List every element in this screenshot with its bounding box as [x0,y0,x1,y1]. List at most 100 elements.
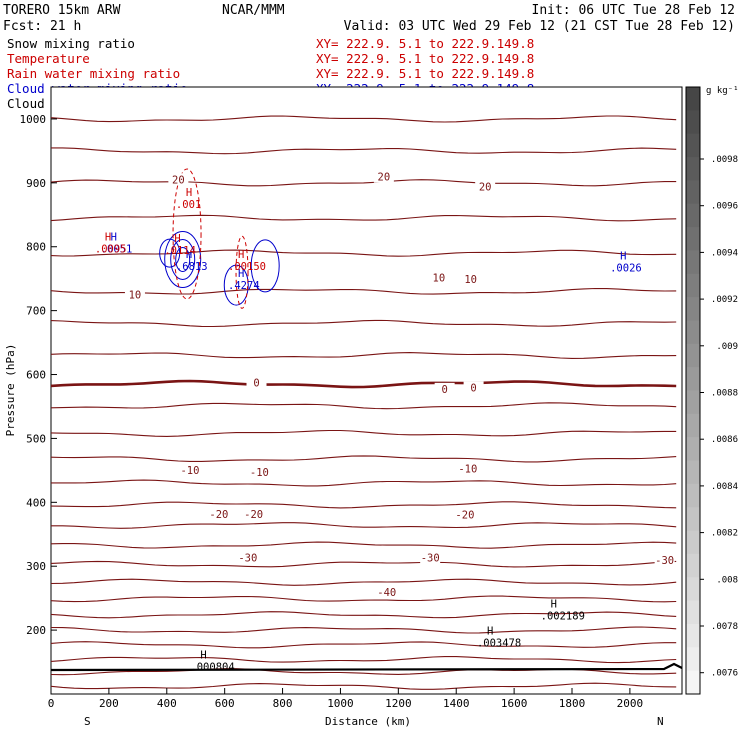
maximum-value-label: .0114 [164,245,196,257]
maximum-value-label: .0095 [95,244,127,256]
colorbar-swatch [686,390,700,415]
x-tick-label: 1400 [443,697,470,710]
isotherm-line [51,402,677,410]
isotherm-line [51,319,677,328]
isotherm-label-bg [454,508,475,521]
x-axis-label: Distance (km) [325,715,411,728]
forecast-hour: Fcst: 21 h [3,19,81,34]
isotherm-line [51,522,677,529]
cloud-water-contour [223,264,249,306]
isotherm-label: -30 [655,555,674,567]
legend-entry-xy: XY= 222.9. 5.1 to 222.9.149.8 [316,36,534,51]
isotherm-label-bg [460,272,481,285]
colorbar-tick-label: .0082 [711,529,738,539]
isotherm-line [51,578,677,586]
center-name: NCAR/MMM [222,3,285,18]
colorbar-tick-label: .0078 [711,622,738,632]
y-tick-label: 800 [26,241,46,254]
isotherm-line [51,352,677,359]
isotherm-label-bg [124,288,145,301]
plot-layer: -40 -30 -30 -30 -20 -20 -20 -10 -10 -10 0 0 0 10 10 10 2… [51,115,682,690]
isotherm-line [51,249,677,257]
x-end-right-label: N [657,715,664,728]
isotherm-label: -40 [377,587,396,599]
isotherm-label: -10 [180,465,199,477]
colorbar-tick-label: .0092 [711,295,738,305]
isotherm-label-bg [475,180,496,193]
isotherm-label: -20 [244,509,263,521]
plot-area [50,86,683,695]
isotherm-label-bg [179,464,200,477]
isotherm-label: -30 [238,553,257,565]
colorbar-swatch [686,87,700,111]
isotherm-label-bg [208,508,229,521]
y-tick-label: 400 [26,496,46,509]
isotherm-line [51,560,677,568]
legend-entry-xy: XY= 222.9. 5.1 to 222.9.149.8 [316,51,534,66]
colorbar-unit: g kg⁻¹ [706,86,739,96]
legend-entry-name: Snow mixing ratio [7,36,135,51]
rain-water-contour [172,168,202,300]
colorbar-swatch [686,413,700,438]
isotherm-label: 0 [470,383,476,395]
colorbar-tick-label: .0096 [711,202,738,212]
rain-water-contour [235,235,249,309]
y-tick-label: 500 [26,432,46,445]
valid-time: Valid: 03 UTC Wed 29 Feb 12 (21 CST Tue … [344,19,735,34]
isotherm-label-bg [168,173,189,186]
isotherm-line [51,379,677,389]
colorbar-frame [685,86,701,695]
colorbar-tick-label: .0094 [711,248,738,258]
legend-entry-name: Temperature [7,51,90,66]
isotherm-label: 0 [253,377,259,389]
maximum-marker: H [238,249,244,261]
isotherm-label-bg [246,376,267,389]
maximum-value-label: .000804 [190,662,234,674]
colorbar-swatch [686,623,700,648]
maximum-marker: H [111,232,117,244]
isotherm-label-bg [654,554,675,567]
isotherm-line [51,641,677,649]
isotherm-label-bg [249,465,270,478]
colorbar-swatch [686,250,700,275]
colorbar-swatch [686,507,700,532]
y-tick-label: 700 [26,305,46,318]
isotherm-label: -20 [209,509,228,521]
y-tick-label: 200 [26,624,46,637]
colorbar: .0098 .0096 .0094 .0092 .009 .0088 .0086 .0084.… [685,86,738,695]
colorbar-swatch [686,483,700,508]
x-tick-label: 800 [273,697,293,710]
colorbar-tick-label: .009 [716,342,738,352]
maximum-marker: H [238,268,244,280]
isotherm-label: -30 [421,553,440,565]
isotherm-label-bg [457,462,478,475]
colorbar-swatch [686,437,700,462]
isotherm-label-bg [243,508,264,521]
colorbar-swatch [686,647,700,672]
y-tick-label: 1000 [20,113,47,126]
x-tick-label: 1600 [501,697,528,710]
maximum-marker: H [551,598,557,610]
y-tick-label: 600 [26,369,46,382]
isotherm-label: 10 [464,274,477,286]
isotherm-line [51,501,677,509]
y-tick-label: 300 [26,560,46,573]
cloud-water-contour [159,238,181,268]
isotherm-label: 0 [441,384,447,396]
colorbar-swatch [686,320,700,345]
colorbar-swatch [686,600,700,625]
colorbar-swatch [686,460,700,485]
isotherm-label: -10 [458,464,477,476]
isotherm-line [51,147,677,155]
colorbar-swatch [686,670,700,695]
isotherm-line [51,214,677,222]
colorbar-swatch [686,273,700,298]
isotherm-label: 10 [129,289,142,301]
maximum-marker: H [186,187,192,199]
maximum-value-label: .003478 [477,637,521,649]
colorbar-tick-label: .008 [716,575,738,585]
colorbar-swatch [686,530,700,555]
maximum-marker: H [174,233,180,245]
x-tick-label: 2000 [617,697,644,710]
